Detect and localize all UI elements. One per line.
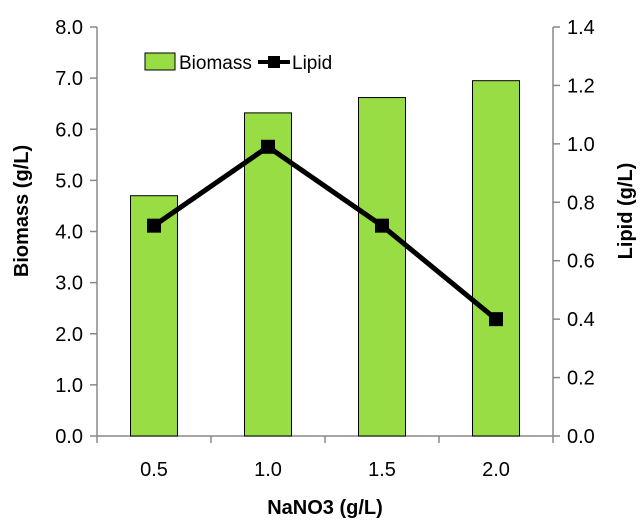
y-tick-label: 4.0	[55, 222, 83, 244]
y2-tick-label: 0.2	[567, 368, 595, 390]
y2-tick-label: 0.0	[567, 426, 595, 448]
lipid-series-line	[152, 144, 498, 322]
y2-tick-label: 1.4	[567, 17, 595, 39]
biomass-bar	[472, 80, 520, 437]
y-axis-title: Biomass (g/L)	[11, 145, 33, 277]
y-tick-label: 1.0	[55, 375, 83, 397]
lipid-point	[489, 312, 503, 327]
y2-tick-label: 0.4	[567, 309, 595, 331]
y-tick-label: 6.0	[55, 119, 83, 141]
lipid-point	[375, 218, 389, 233]
lipid-line	[147, 139, 503, 327]
y-tick-label: 2.0	[55, 324, 83, 346]
y-tick-label: 0.0	[55, 426, 83, 448]
y2-tick-label: 1.0	[567, 134, 595, 156]
x-tick-label: 0.5	[140, 459, 168, 481]
lipid-point	[261, 139, 275, 154]
lipid-point	[147, 218, 161, 233]
y-tick-label: 7.0	[55, 68, 83, 90]
legend-lipid-marker	[268, 56, 280, 68]
biomass-bar	[130, 195, 178, 437]
y-tick-label: 8.0	[55, 17, 83, 39]
x-tick-label: 2.0	[482, 459, 510, 481]
tick-labels: 0.0 1.0 2.0 3.0 4.0 5.0 6.0 7.0 8.0 0.0 0.2 0.4 0.6 0…	[55, 17, 595, 481]
legend: Biomass Lipid	[144, 52, 332, 74]
x-axis-title: NaNO3 (g/L)	[267, 497, 383, 519]
y-tick-label: 3.0	[55, 273, 83, 295]
y2-tick-label: 1.2	[567, 75, 595, 97]
y2-axis-title: Lipid (g/L)	[615, 163, 637, 260]
y-tick-label: 5.0	[55, 170, 83, 192]
legend-biomass-swatch	[144, 52, 176, 71]
biomass-bars	[130, 80, 520, 437]
biomass-bar	[244, 112, 292, 437]
legend-lipid-label: Lipid	[292, 53, 332, 74]
legend-biomass-label: Biomass	[179, 53, 252, 74]
y2-tick-label: 0.6	[567, 251, 595, 273]
y2-tick-label: 0.8	[567, 192, 595, 214]
biomass-bar	[358, 97, 406, 437]
x-tick-label: 1.0	[254, 459, 282, 481]
x-tick-label: 1.5	[368, 459, 396, 481]
